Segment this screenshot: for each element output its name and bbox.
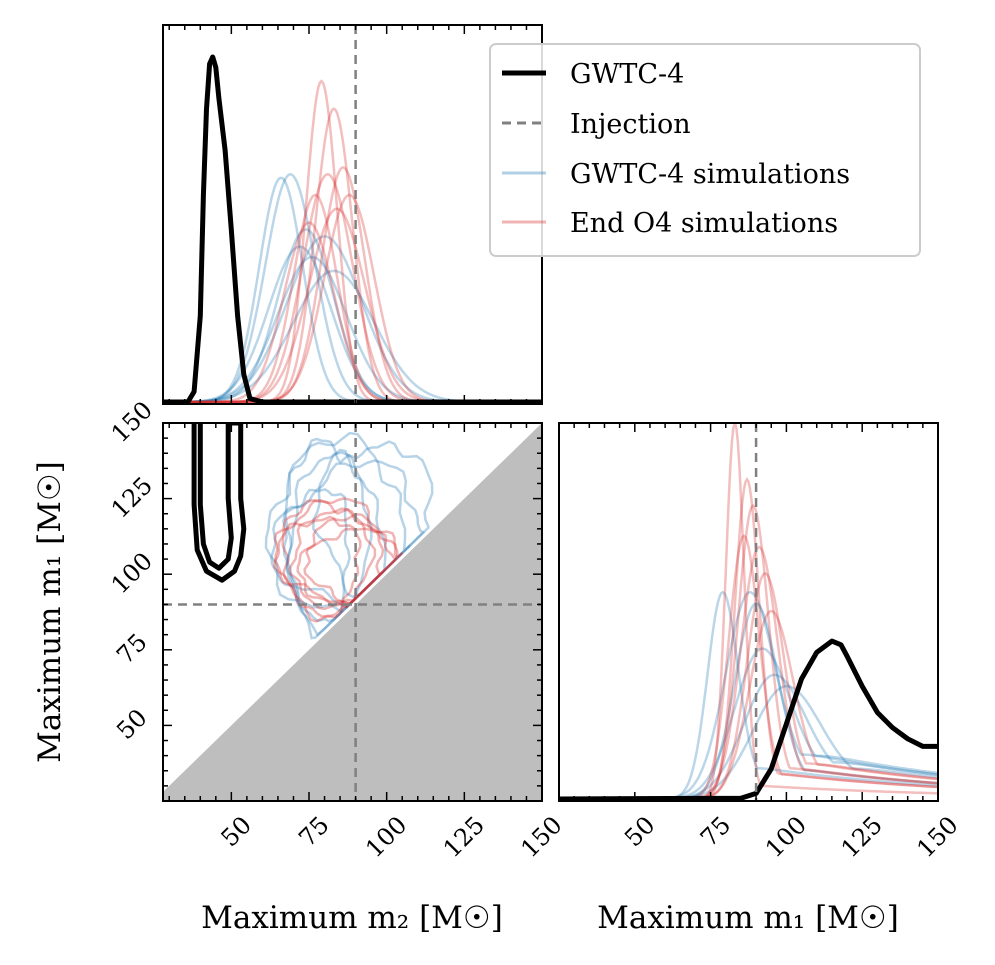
joint-contours [191, 423, 434, 640]
joint-gwtc4-sim-contour-5 [312, 440, 434, 599]
joint-gwtc4-sim-contour-2 [264, 431, 411, 614]
injection-lines [163, 25, 758, 801]
side-x-tick-label: 75 [695, 811, 736, 852]
legend-label-gwtc4: GWTC-4 [570, 59, 684, 90]
side-x-tick-label: 150 [911, 811, 963, 863]
legend-label-injection: Injection [570, 109, 691, 140]
joint-end-o4-sim-contour-3 [273, 497, 385, 607]
m1-gwtc4-curve [559, 638, 938, 801]
m1-marginal-curves [559, 423, 938, 801]
x-axis-title-m1: Maximum m₁ [M☉] [597, 900, 899, 936]
joint-y-tick-label: 75 [111, 628, 152, 669]
joint-end-o4-sim-contour-4 [303, 527, 404, 605]
joint-x-tick-label: 100 [360, 811, 412, 863]
joint-end-o4-sim-contour-2 [296, 512, 403, 606]
m2-marginal-curves [163, 54, 542, 404]
m2-gwtc4-curve [163, 54, 542, 404]
x-axis-title-m2: Maximum m₂ [M☉] [201, 900, 503, 936]
y-axis-title-m1: Maximum m₁ [M☉] [32, 461, 68, 763]
joint-gwtc4-sim-contour-4 [270, 488, 351, 623]
frame-side [558, 422, 939, 802]
joint-end-o4-sim-contour-0 [281, 499, 377, 623]
joint-gwtc4-contour [191, 423, 247, 583]
joint-gwtc4-sim-contour-1 [285, 448, 387, 637]
forbidden-region [163, 423, 542, 801]
panel-top-m2-marginal [163, 25, 542, 404]
joint-end-o4-sim-contour-5 [273, 515, 362, 619]
side-x-tick-label: 100 [760, 811, 812, 863]
side-x-tick-label: 125 [836, 811, 888, 863]
joint-x-tick-label: 75 [293, 811, 334, 852]
joint-x-tick-label: 150 [515, 811, 567, 863]
side-x-tick-label: 50 [619, 811, 660, 852]
legend-label-gwtc4-sims: GWTC-4 simulations [570, 159, 850, 190]
joint-gwtc4-sim-contour-0 [284, 437, 373, 640]
joint-y-tick-label: 50 [111, 704, 152, 745]
joint-x-tick-label: 125 [438, 811, 490, 863]
frame-joint [162, 422, 543, 802]
joint-x-tick-label: 50 [216, 811, 257, 852]
legend: GWTC-4 Injection GWTC-4 simulations End … [489, 43, 921, 257]
joint-y-tick-label: 125 [106, 471, 158, 523]
joint-y-tick-label: 150 [106, 396, 158, 448]
joint-y-tick-label: 100 [106, 547, 158, 599]
legend-box [489, 43, 921, 257]
panel-side-m1-marginal [559, 423, 938, 801]
legend-label-end-o4-sims: End O4 simulations [570, 208, 838, 239]
joint-gwtc4-sim-contour-3 [282, 459, 426, 609]
joint-end-o4-sim-contour-1 [288, 507, 397, 611]
